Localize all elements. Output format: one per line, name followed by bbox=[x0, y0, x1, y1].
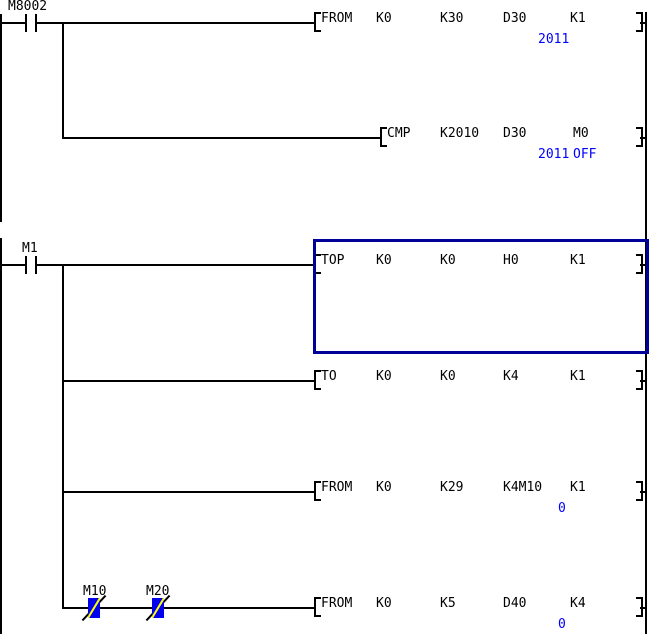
instruction-open-bracket bbox=[314, 370, 321, 390]
left-power-rail bbox=[0, 14, 2, 222]
instruction-arg[interactable]: K4M10 bbox=[503, 480, 543, 495]
instruction-arg[interactable]: K4 bbox=[503, 369, 519, 384]
rung-line bbox=[100, 607, 152, 609]
instruction-arg[interactable]: K5 bbox=[440, 596, 456, 611]
contact-label: M1 bbox=[22, 241, 38, 256]
rung-line bbox=[640, 491, 647, 493]
instruction-arg[interactable]: K0 bbox=[376, 480, 392, 495]
instruction-arg[interactable]: K2010 bbox=[440, 126, 480, 141]
instruction-mnemonic[interactable]: TO bbox=[321, 369, 337, 384]
contact-label: M10 bbox=[83, 584, 107, 599]
branch-line bbox=[62, 22, 64, 139]
instruction-arg[interactable]: K30 bbox=[440, 11, 464, 26]
rung-line bbox=[63, 380, 314, 382]
rung-line bbox=[640, 22, 647, 24]
contact-label: M8002 bbox=[8, 0, 48, 14]
instruction-mnemonic[interactable]: FROM bbox=[321, 11, 353, 26]
instruction-arg[interactable]: H0 bbox=[503, 253, 519, 268]
instruction-arg[interactable]: K0 bbox=[376, 253, 392, 268]
contact-nc-slash-highlight bbox=[152, 598, 164, 618]
branch-line bbox=[62, 264, 64, 609]
contact-bar[interactable] bbox=[25, 256, 27, 274]
instruction-mnemonic[interactable]: CMP bbox=[387, 126, 411, 141]
rung-line bbox=[640, 264, 647, 266]
instruction-arg[interactable]: K4 bbox=[570, 596, 586, 611]
instruction-open-bracket bbox=[314, 12, 321, 32]
rung-line bbox=[164, 607, 314, 609]
contact-on-box[interactable] bbox=[88, 598, 100, 618]
instruction-close-bracket bbox=[636, 254, 643, 274]
rung-line bbox=[640, 137, 647, 139]
instruction-arg[interactable]: D30 bbox=[503, 11, 527, 26]
contact-bar[interactable] bbox=[35, 256, 37, 274]
instruction-mnemonic[interactable]: FROM bbox=[321, 480, 353, 495]
instruction-arg[interactable]: K0 bbox=[440, 369, 456, 384]
instruction-mnemonic[interactable]: TOP bbox=[321, 253, 345, 268]
instruction-open-bracket bbox=[314, 481, 321, 501]
instruction-arg[interactable]: M0 bbox=[573, 126, 589, 141]
instruction-open-bracket bbox=[314, 597, 321, 617]
monitor-value: 2011 bbox=[538, 32, 570, 47]
monitor-value: 0 bbox=[558, 501, 566, 516]
monitor-value: 0 bbox=[558, 617, 566, 632]
selection-cursor bbox=[313, 239, 649, 354]
instruction-arg[interactable]: D40 bbox=[503, 596, 527, 611]
rung-line bbox=[63, 491, 314, 493]
instruction-arg[interactable]: K1 bbox=[570, 11, 586, 26]
rung-line bbox=[2, 22, 25, 24]
rung-line bbox=[63, 607, 88, 609]
instruction-arg[interactable]: K0 bbox=[440, 253, 456, 268]
rung-line bbox=[37, 22, 314, 24]
instruction-arg[interactable]: K1 bbox=[570, 369, 586, 384]
instruction-open-bracket bbox=[380, 127, 387, 147]
contact-bar[interactable] bbox=[35, 14, 37, 32]
contact-on-box[interactable] bbox=[152, 598, 164, 618]
instruction-close-bracket bbox=[636, 370, 643, 390]
monitor-value: 2011 bbox=[538, 147, 570, 162]
instruction-mnemonic[interactable]: FROM bbox=[321, 596, 353, 611]
instruction-arg[interactable]: K1 bbox=[570, 253, 586, 268]
left-power-rail bbox=[0, 238, 2, 634]
instruction-arg[interactable]: K0 bbox=[376, 369, 392, 384]
instruction-close-bracket bbox=[636, 481, 643, 501]
rung-line bbox=[640, 380, 647, 382]
contact-nc-slash-highlight bbox=[88, 598, 100, 618]
instruction-arg[interactable]: K29 bbox=[440, 480, 464, 495]
instruction-close-bracket bbox=[636, 12, 643, 32]
instruction-close-bracket bbox=[636, 127, 643, 147]
rung-line bbox=[2, 264, 25, 266]
rung-line bbox=[37, 264, 314, 266]
rung-line bbox=[63, 137, 380, 139]
instruction-arg[interactable]: K0 bbox=[376, 596, 392, 611]
instruction-arg[interactable]: D30 bbox=[503, 126, 527, 141]
instruction-close-bracket bbox=[636, 597, 643, 617]
contact-bar[interactable] bbox=[25, 14, 27, 32]
rung-line bbox=[640, 607, 647, 609]
instruction-arg[interactable]: K0 bbox=[376, 11, 392, 26]
monitor-value: OFF bbox=[573, 147, 597, 162]
contact-label: M20 bbox=[146, 584, 170, 599]
instruction-arg[interactable]: K1 bbox=[570, 480, 586, 495]
